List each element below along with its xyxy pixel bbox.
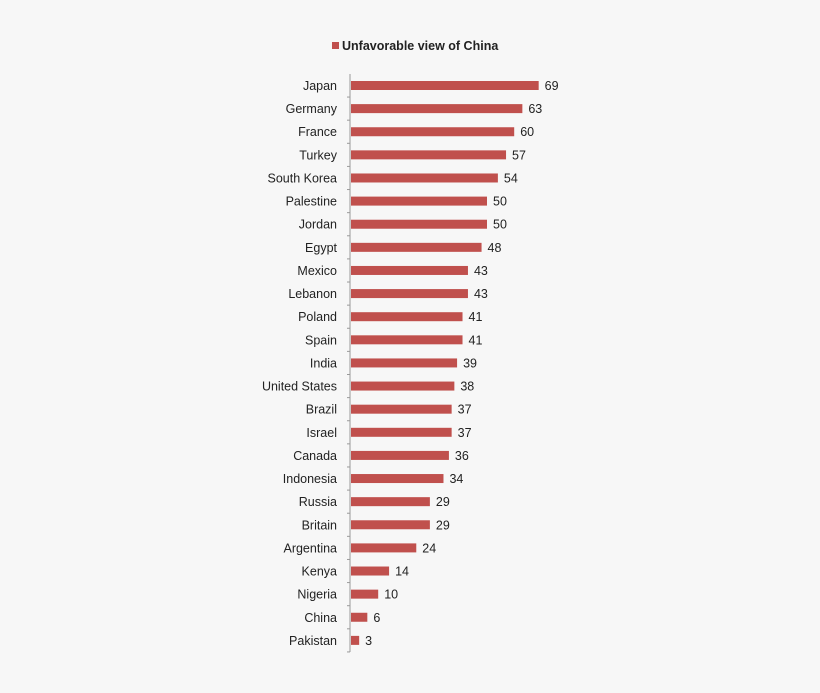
category-label-lebanon: Lebanon [288, 287, 337, 301]
value-label-jordan: 50 [493, 218, 507, 232]
category-label-pakistan: Pakistan [289, 634, 337, 648]
value-label-spain: 41 [469, 333, 483, 347]
bar-pakistan [351, 635, 360, 645]
bar-russia [351, 497, 430, 507]
legend-label: Unfavorable view of China [342, 39, 499, 53]
value-label-france: 60 [520, 125, 534, 139]
value-label-germany: 63 [528, 102, 542, 116]
value-label-turkey: 57 [512, 148, 526, 162]
value-labels-group: 6963605754505048434341413938373736342929… [365, 79, 558, 648]
bar-india [351, 358, 458, 368]
bar-japan [351, 81, 539, 90]
bar-nigeria [351, 589, 379, 599]
category-label-south-korea: South Korea [268, 171, 338, 185]
bar-turkey [351, 150, 507, 160]
category-label-canada: Canada [293, 449, 337, 463]
bar-lebanon [351, 289, 468, 299]
bar-kenya [351, 566, 390, 576]
category-label-india: India [310, 356, 337, 370]
value-label-britain: 29 [436, 518, 450, 532]
value-label-pakistan: 3 [365, 634, 372, 648]
value-label-nigeria: 10 [384, 588, 398, 602]
bar-france [351, 127, 515, 137]
bar-united-states [351, 381, 455, 391]
category-label-jordan: Jordan [299, 218, 337, 232]
category-label-united-states: United States [262, 380, 337, 394]
value-label-indonesia: 34 [449, 472, 463, 486]
category-label-kenya: Kenya [302, 565, 337, 579]
category-label-britain: Britain [302, 518, 337, 532]
category-label-nigeria: Nigeria [297, 588, 337, 602]
bar-jordan [351, 219, 487, 229]
category-label-mexico: Mexico [297, 264, 337, 278]
bar-south-korea [351, 173, 498, 183]
bar-israel [351, 427, 452, 437]
bar-germany [351, 104, 523, 114]
value-label-kenya: 14 [395, 565, 409, 579]
category-label-poland: Poland [298, 310, 337, 324]
category-label-japan: Japan [303, 79, 337, 93]
value-label-south-korea: 54 [504, 171, 518, 185]
value-label-israel: 37 [458, 426, 472, 440]
bar-canada [351, 450, 449, 460]
category-labels-group: Japan Germany France Turkey South Korea Pales… [262, 79, 338, 648]
bar-indonesia [351, 474, 444, 484]
value-label-united-states: 38 [460, 380, 474, 394]
value-label-china: 6 [373, 611, 380, 625]
category-label-turkey: Turkey [299, 148, 337, 162]
value-label-argentina: 24 [422, 541, 436, 555]
bar-argentina [351, 543, 417, 553]
value-label-egypt: 48 [488, 241, 502, 255]
category-label-germany: Germany [286, 102, 338, 116]
legend: Unfavorable view of China [332, 39, 499, 53]
legend-swatch [332, 42, 339, 49]
category-label-brazil: Brazil [306, 403, 337, 417]
category-label-france: France [298, 125, 337, 139]
category-label-argentina: Argentina [283, 541, 337, 555]
category-label-palestine: Palestine [286, 195, 337, 209]
category-label-russia: Russia [299, 495, 337, 509]
category-label-israel: Israel [306, 426, 337, 440]
bar-egypt [351, 242, 482, 252]
bar-brazil [351, 404, 452, 414]
value-label-palestine: 50 [493, 195, 507, 209]
bar-poland [351, 312, 463, 322]
value-label-russia: 29 [436, 495, 450, 509]
bar-mexico [351, 265, 468, 275]
value-label-brazil: 37 [458, 403, 472, 417]
category-label-indonesia: Indonesia [283, 472, 337, 486]
value-label-lebanon: 43 [474, 287, 488, 301]
bar-britain [351, 520, 430, 530]
bar-palestine [351, 196, 487, 206]
category-label-china: China [304, 611, 337, 625]
bars-group [347, 81, 539, 653]
value-label-india: 39 [463, 356, 477, 370]
category-label-egypt: Egypt [305, 241, 337, 255]
bar-china [351, 612, 368, 622]
value-label-japan: 69 [545, 79, 559, 93]
value-label-poland: 41 [469, 310, 483, 324]
value-label-canada: 36 [455, 449, 469, 463]
category-label-spain: Spain [305, 333, 337, 347]
value-label-mexico: 43 [474, 264, 488, 278]
bar-spain [351, 335, 463, 345]
